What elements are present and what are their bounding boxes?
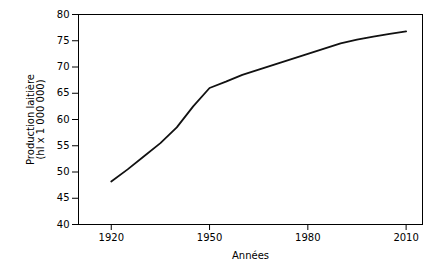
svg-text:55: 55: [57, 140, 70, 151]
svg-text:1950: 1950: [197, 232, 222, 243]
svg-text:Années: Années: [232, 250, 269, 261]
svg-text:Production laitière(hl x 1 000: Production laitière(hl x 1 000 000): [25, 74, 46, 165]
svg-text:45: 45: [57, 192, 70, 203]
svg-text:40: 40: [57, 219, 70, 230]
svg-text:80: 80: [57, 9, 70, 20]
svg-text:60: 60: [57, 114, 70, 125]
svg-text:70: 70: [57, 61, 70, 72]
svg-text:50: 50: [57, 166, 70, 177]
svg-text:75: 75: [57, 35, 70, 46]
svg-text:65: 65: [57, 87, 70, 98]
svg-text:2010: 2010: [393, 232, 418, 243]
svg-text:1920: 1920: [99, 232, 124, 243]
svg-text:1980: 1980: [295, 232, 320, 243]
